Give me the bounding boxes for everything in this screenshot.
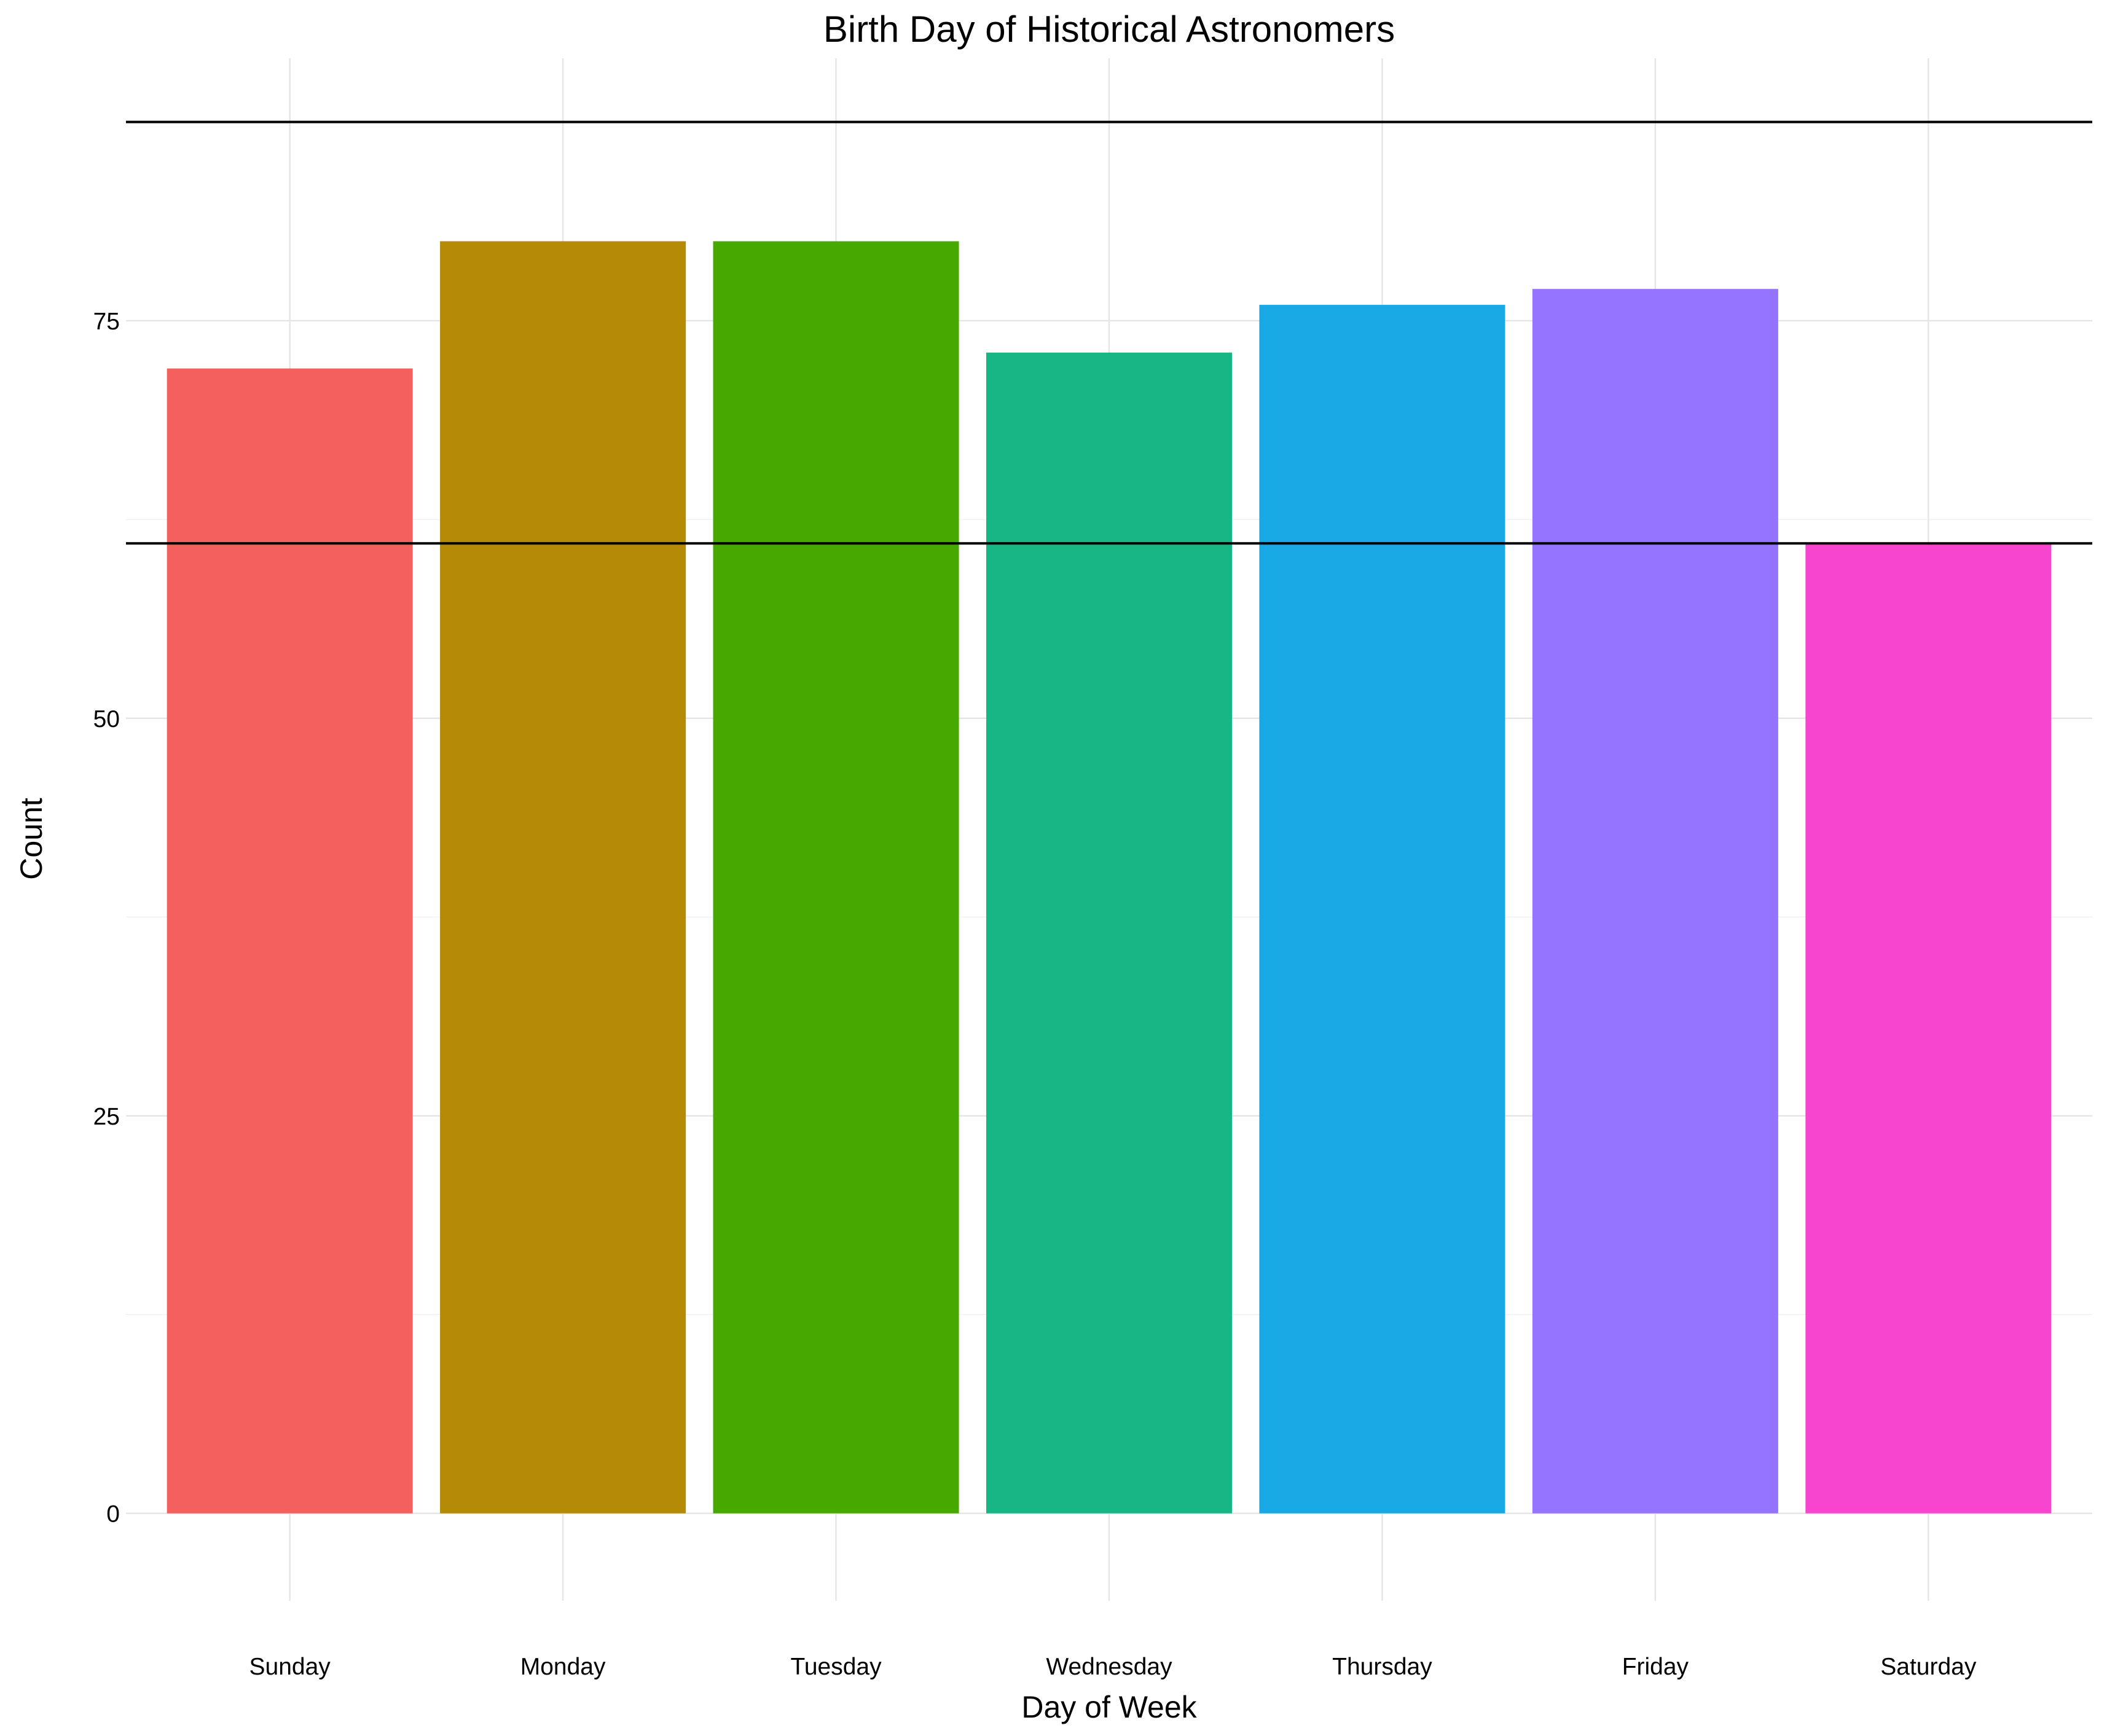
x-tick-label: Tuesday [790,1654,882,1680]
bar-monday [440,241,686,1514]
x-tick-label: Saturday [1880,1654,1977,1680]
bar-tuesday [713,241,959,1514]
x-axis-title: Day of Week [1021,1690,1197,1724]
x-tick-label: Friday [1622,1654,1689,1680]
y-tick-label: 25 [93,1104,120,1130]
y-axis-title: Count [14,798,49,880]
x-tick-label: Monday [520,1654,606,1680]
bar-thursday [1259,305,1505,1514]
y-tick-label: 0 [106,1501,120,1528]
bar-wednesday [986,352,1232,1514]
x-tick-label: Sunday [249,1654,331,1680]
y-tick-label: 75 [93,308,120,335]
bars [167,241,2052,1514]
y-tick-labels: 0 25 50 75 [93,308,120,1528]
x-tick-label: Thursday [1332,1654,1432,1680]
x-tick-labels: Sunday Monday Tuesday Wednesday Thursday Frid… [249,1654,1977,1680]
chart-title: Birth Day of Historical Astronomers [823,9,1395,50]
bar-sunday [167,368,413,1514]
bar-friday [1532,289,1778,1514]
y-tick-label: 50 [93,706,120,732]
x-tick-label: Wednesday [1046,1654,1172,1680]
bar-saturday [1805,543,2052,1514]
reference-lines [126,120,2092,545]
